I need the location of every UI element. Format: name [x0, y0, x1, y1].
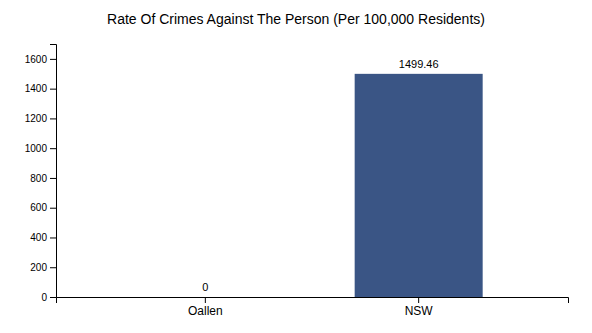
y-tick-mark [50, 267, 56, 268]
data-label: 1499.46 [399, 58, 439, 70]
y-tick-label: 1000 [25, 143, 48, 154]
chart-container: 0 200 400 600 800 1000 1200 1400 1600 Oallen NSW 0 1… [0, 0, 592, 333]
y-tick-label: 400 [30, 232, 47, 243]
x-tick-label: Oallen [188, 304, 223, 318]
x-axis-line [57, 298, 569, 304]
y-tick: 600 [30, 202, 56, 213]
x-tick-label: NSW [405, 304, 434, 318]
y-tick: 1200 [25, 113, 56, 124]
bars [355, 74, 483, 297]
y-tick-label: 1200 [25, 113, 48, 124]
plot: 0 200 400 600 800 1000 1200 1400 1600 Oallen NSW 0 1… [25, 45, 569, 318]
data-label: 0 [202, 281, 208, 293]
y-tick-label: 800 [30, 173, 47, 184]
y-tick: 200 [30, 262, 56, 273]
y-tick-mark [50, 178, 56, 179]
y-tick: 0 [41, 292, 56, 303]
y-tick-label: 600 [30, 202, 47, 213]
bar [141, 297, 269, 298]
x-tick-mark [418, 297, 419, 303]
data-labels: 0 1499.46 [202, 58, 438, 293]
y-tick-mark [50, 297, 56, 298]
y-tick: 1400 [25, 83, 56, 94]
y-tick-mark [50, 148, 56, 149]
x-tick: Oallen [188, 297, 223, 318]
y-tick-mark [50, 208, 56, 209]
x-axis: Oallen NSW [57, 297, 569, 318]
x-tick: NSW [405, 297, 434, 318]
y-tick-mark [50, 89, 56, 90]
y-tick-label: 200 [30, 262, 47, 273]
y-tick: 1600 [25, 54, 56, 65]
y-tick: 800 [30, 173, 56, 184]
y-tick-label: 1400 [25, 83, 48, 94]
y-tick-label: 0 [41, 292, 47, 303]
y-axis: 0 200 400 600 800 1000 1200 1400 1600 [25, 45, 57, 303]
chart-svg: 0 200 400 600 800 1000 1200 1400 1600 Oallen NSW 0 1… [0, 0, 592, 333]
chart-title: Rate Of Crimes Against The Person (Per 1… [107, 11, 485, 27]
y-tick-label: 1600 [25, 54, 48, 65]
y-tick: 400 [30, 232, 56, 243]
x-tick-mark [205, 297, 206, 303]
bar [355, 74, 483, 297]
y-tick-mark [50, 118, 56, 119]
y-axis-line [50, 45, 57, 298]
y-tick-mark [50, 237, 56, 238]
y-tick: 1000 [25, 143, 56, 154]
y-tick-mark [50, 59, 56, 60]
